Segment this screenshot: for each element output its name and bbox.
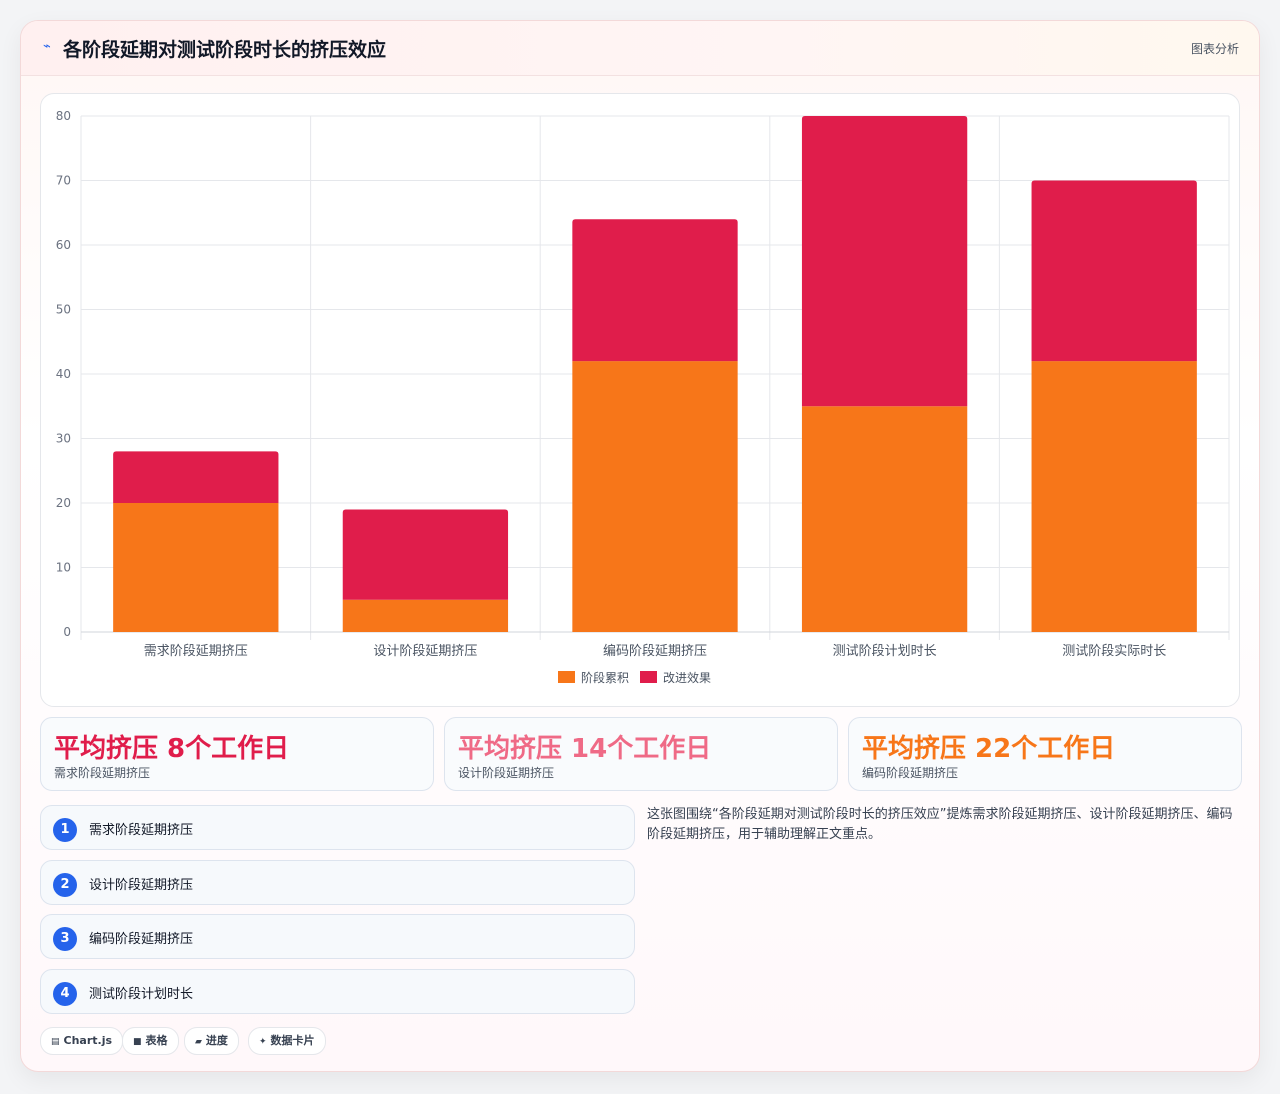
- chart-line-icon: ⌁: [43, 39, 51, 54]
- list-number-badge: 1: [53, 818, 77, 842]
- chart-card: ⌁ 各阶段延期对测试阶段时长的挤压效应 图表分析 0 10 20 30 40 50 60 70…: [20, 20, 1260, 1072]
- tag-progress[interactable]: ▰ 进度: [184, 1027, 239, 1055]
- tag-label: Chart.js: [63, 1034, 113, 1047]
- y-tick-label: 70: [56, 174, 71, 188]
- list-number-badge: 3: [53, 927, 77, 951]
- y-tick-label: 0: [63, 625, 71, 639]
- stacked-bar-chart: 0 10 20 30 40 50 60 70 80 需求阶段延期挤压 设计阶段延期挤压 编码阶段延期挤…: [56, 109, 1230, 685]
- y-tick-label: 60: [56, 238, 71, 252]
- stat-value: 平均挤压 22个工作日: [862, 734, 1116, 764]
- y-tick-label: 40: [56, 367, 71, 381]
- bar-segment: [572, 361, 738, 632]
- stat-label: 设计阶段延期挤压: [458, 766, 555, 780]
- list-number-badge: 2: [53, 873, 77, 897]
- stat-value: 平均挤压 8个工作日: [54, 734, 290, 764]
- list-item-label: 测试阶段计划时长: [89, 987, 194, 1002]
- stat-value: 平均挤压 14个工作日: [458, 734, 712, 764]
- y-tick-label: 10: [56, 561, 71, 575]
- tag-data-card[interactable]: ✦ 数据卡片: [248, 1027, 326, 1055]
- bar-segment: [572, 219, 738, 362]
- stat-card: 平均挤压 22个工作日 编码阶段延期挤压: [848, 717, 1242, 791]
- y-tick-label: 30: [56, 432, 71, 446]
- list-item: 3 编码阶段延期挤压: [40, 914, 635, 959]
- legend-label: 阶段累积: [581, 670, 629, 685]
- chart-icon: ▤: [51, 1037, 60, 1047]
- list-number-badge: 4: [53, 982, 77, 1006]
- list-item-label: 编码阶段延期挤压: [89, 932, 194, 947]
- y-tick-label: 80: [56, 109, 71, 123]
- bar-segment: [342, 509, 509, 600]
- tag-label: 数据卡片: [270, 1034, 315, 1047]
- legend-label: 改进效果: [663, 670, 711, 685]
- tag-table[interactable]: ■ 表格: [122, 1027, 179, 1055]
- sparkle-icon: ✦: [259, 1037, 267, 1047]
- progress-icon: ▰: [195, 1037, 202, 1047]
- chart-container: 0 10 20 30 40 50 60 70 80 需求阶段延期挤压 设计阶段延期挤压 编码阶段延期挤…: [40, 93, 1240, 707]
- y-tick-label: 50: [56, 303, 71, 317]
- list-item-label: 需求阶段延期挤压: [89, 823, 194, 838]
- bar-segment: [113, 451, 279, 503]
- list-item: 2 设计阶段延期挤压: [40, 860, 635, 905]
- stat-card: 平均挤压 14个工作日 设计阶段延期挤压: [444, 717, 838, 791]
- list-item: 1 需求阶段延期挤压: [40, 805, 635, 850]
- stat-label: 需求阶段延期挤压: [54, 766, 151, 780]
- bar-segment: [342, 599, 509, 632]
- chart-description: 这张图围绕“各阶段延期对测试阶段时长的挤压效应”提炼需求阶段延期挤压、设计阶段延…: [647, 807, 1233, 842]
- bar-segment: [1031, 361, 1197, 632]
- x-tick-label: 编码阶段延期挤压: [603, 644, 707, 659]
- y-tick-label: 20: [56, 496, 71, 510]
- legend-swatch: [640, 671, 657, 683]
- list-item: 4 测试阶段计划时长: [40, 969, 635, 1014]
- tag-label: 表格: [145, 1034, 168, 1047]
- bar-segment: [801, 406, 968, 632]
- list-item-label: 设计阶段延期挤压: [89, 878, 194, 893]
- stat-cards: 平均挤压 8个工作日 需求阶段延期挤压 平均挤压 14个工作日 设计阶段延期挤压…: [40, 717, 1242, 791]
- x-tick-label: 测试阶段实际时长: [1062, 644, 1166, 659]
- bar-segment: [1031, 180, 1197, 362]
- table-icon: ■: [133, 1037, 142, 1047]
- header-right-label: 图表分析: [1190, 42, 1239, 56]
- x-tick-label: 测试阶段计划时长: [833, 644, 937, 659]
- tag-label: 进度: [205, 1034, 228, 1047]
- card-title: 各阶段延期对测试阶段时长的挤压效应: [63, 39, 387, 61]
- tag-chartjs[interactable]: ▤ Chart.js: [40, 1027, 124, 1055]
- stat-card: 平均挤压 8个工作日 需求阶段延期挤压: [40, 717, 434, 791]
- x-tick-label: 设计阶段延期挤压: [373, 644, 477, 659]
- x-tick-label: 需求阶段延期挤压: [144, 644, 248, 659]
- legend-swatch: [558, 671, 575, 683]
- bar-segment: [801, 116, 968, 407]
- card-header: ⌁ 各阶段延期对测试阶段时长的挤压效应 图表分析: [21, 21, 1259, 76]
- bar-segment: [113, 503, 279, 632]
- stat-label: 编码阶段延期挤压: [862, 766, 959, 780]
